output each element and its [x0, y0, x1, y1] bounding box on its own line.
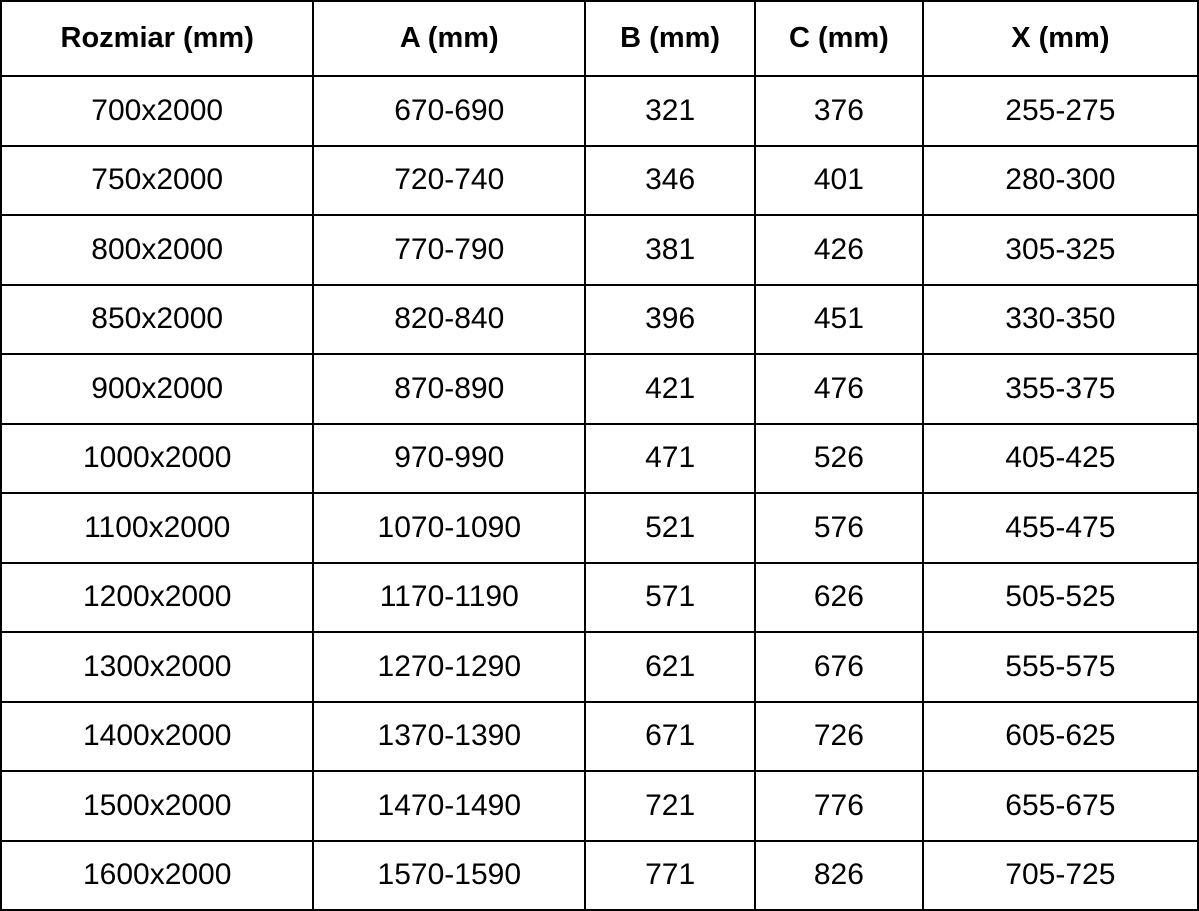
table-cell: 771 [584, 839, 757, 911]
table-cell: 476 [754, 353, 924, 425]
table-cell: 721 [584, 770, 757, 842]
table-cell: 621 [584, 631, 757, 703]
table-cell: 426 [754, 214, 924, 286]
table-cell: 1470-1490 [312, 770, 587, 842]
table-cell: 321 [584, 75, 757, 147]
table-cell: 1570-1590 [312, 839, 587, 911]
column-header: C (mm) [754, 0, 924, 77]
table-cell: 870-890 [312, 353, 587, 425]
table-cell: 526 [754, 422, 924, 494]
table-row: 1000x2000 970-990 471 526 405-425 [0, 422, 1199, 494]
table-cell: 255-275 [921, 75, 1199, 147]
table-cell: 576 [754, 492, 924, 564]
table-cell: 720-740 [312, 144, 587, 216]
table-cell: 401 [754, 144, 924, 216]
column-header: B (mm) [584, 0, 757, 77]
table-cell: 1000x2000 [0, 422, 315, 494]
table-cell: 750x2000 [0, 144, 315, 216]
table-cell: 1070-1090 [312, 492, 587, 564]
column-header: Rozmiar (mm) [0, 0, 315, 77]
table-cell: 571 [584, 561, 757, 633]
table-cell: 626 [754, 561, 924, 633]
table-cell: 381 [584, 214, 757, 286]
table-cell: 776 [754, 770, 924, 842]
table-cell: 471 [584, 422, 757, 494]
table-cell: 505-525 [921, 561, 1199, 633]
table-cell: 705-725 [921, 839, 1199, 911]
column-header: X (mm) [921, 0, 1199, 77]
table-cell: 826 [754, 839, 924, 911]
table-cell: 605-625 [921, 700, 1199, 772]
table-cell: 421 [584, 353, 757, 425]
table-cell: 1300x2000 [0, 631, 315, 703]
table-row: 1200x2000 1170-1190 571 626 505-525 [0, 561, 1199, 633]
table-row: 1500x2000 1470-1490 721 776 655-675 [0, 770, 1199, 842]
table-row: 750x2000 720-740 346 401 280-300 [0, 144, 1199, 216]
table-cell: 670-690 [312, 75, 587, 147]
table-cell: 700x2000 [0, 75, 315, 147]
table-cell: 1270-1290 [312, 631, 587, 703]
table-cell: 355-375 [921, 353, 1199, 425]
table-cell: 726 [754, 700, 924, 772]
table-cell: 346 [584, 144, 757, 216]
table-cell: 521 [584, 492, 757, 564]
table-cell: 280-300 [921, 144, 1199, 216]
header-row: Rozmiar (mm) A (mm) B (mm) C (mm) X (mm) [0, 0, 1199, 77]
table-cell: 1170-1190 [312, 561, 587, 633]
table-row: 900x2000 870-890 421 476 355-375 [0, 353, 1199, 425]
table-row: 850x2000 820-840 396 451 330-350 [0, 283, 1199, 355]
table-row: 700x2000 670-690 321 376 255-275 [0, 75, 1199, 147]
table-cell: 820-840 [312, 283, 587, 355]
table-cell: 455-475 [921, 492, 1199, 564]
table-cell: 1200x2000 [0, 561, 315, 633]
table-header: Rozmiar (mm) A (mm) B (mm) C (mm) X (mm) [0, 0, 1199, 77]
table-row: 1300x2000 1270-1290 621 676 555-575 [0, 631, 1199, 703]
table-cell: 671 [584, 700, 757, 772]
table-cell: 396 [584, 283, 757, 355]
table-cell: 1500x2000 [0, 770, 315, 842]
table-cell: 451 [754, 283, 924, 355]
table-cell: 376 [754, 75, 924, 147]
table-cell: 330-350 [921, 283, 1199, 355]
table-cell: 1100x2000 [0, 492, 315, 564]
table-cell: 405-425 [921, 422, 1199, 494]
table-body: 700x2000 670-690 321 376 255-275 750x2000 720-… [0, 75, 1199, 911]
table-cell: 770-790 [312, 214, 587, 286]
table-cell: 676 [754, 631, 924, 703]
table-cell: 1370-1390 [312, 700, 587, 772]
table-cell: 800x2000 [0, 214, 315, 286]
table-cell: 655-675 [921, 770, 1199, 842]
table-row: 1100x2000 1070-1090 521 576 455-475 [0, 492, 1199, 564]
table-row: 800x2000 770-790 381 426 305-325 [0, 214, 1199, 286]
table-cell: 1600x2000 [0, 839, 315, 911]
table-cell: 850x2000 [0, 283, 315, 355]
table-cell: 305-325 [921, 214, 1199, 286]
table-cell: 900x2000 [0, 353, 315, 425]
table-cell: 1400x2000 [0, 700, 315, 772]
column-header: A (mm) [312, 0, 587, 77]
table-row: 1600x2000 1570-1590 771 826 705-725 [0, 839, 1199, 911]
table-cell: 970-990 [312, 422, 587, 494]
table-row: 1400x2000 1370-1390 671 726 605-625 [0, 700, 1199, 772]
table-cell: 555-575 [921, 631, 1199, 703]
